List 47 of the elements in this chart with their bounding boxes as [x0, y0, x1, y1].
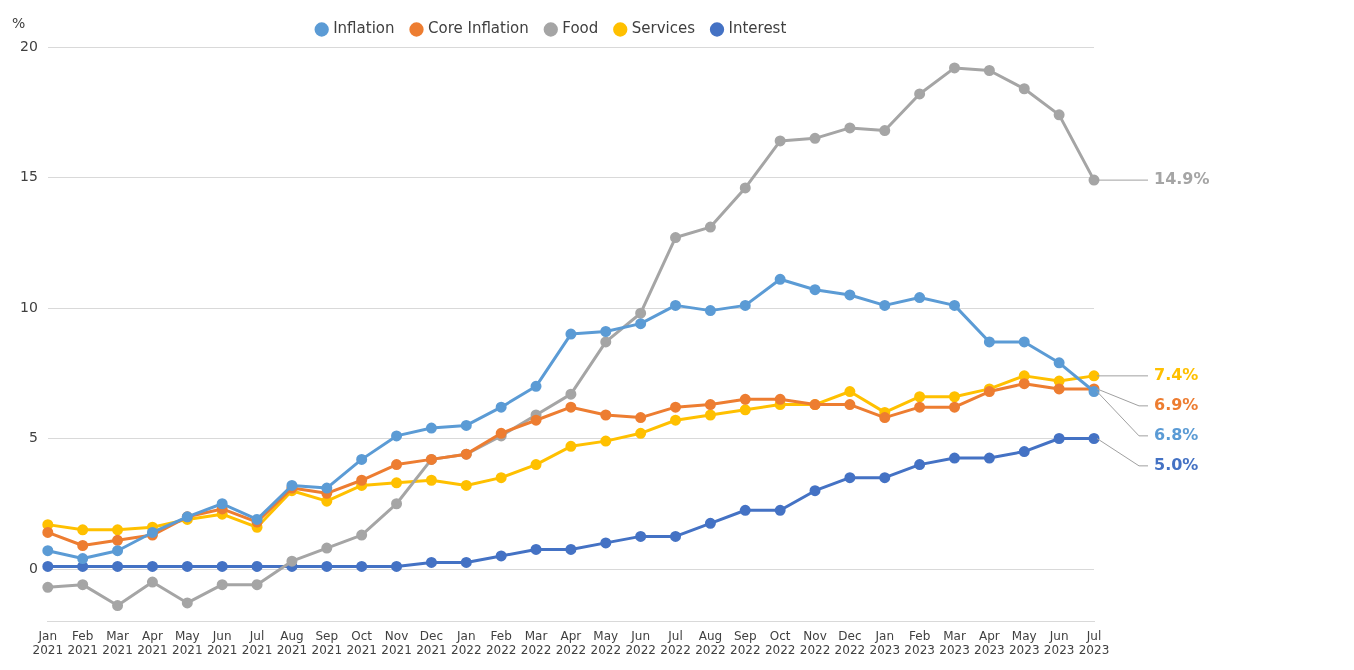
legend-label: Core Inflation	[428, 19, 529, 38]
y-tick-label: 15	[19, 168, 38, 185]
x-tick-label: Dec 2021	[416, 628, 447, 657]
data-label: 6.9%	[1154, 395, 1199, 415]
y-tick-label: 20	[19, 37, 38, 54]
x-tick-label: Jul 2023	[1078, 628, 1110, 657]
legend-label: Inflation	[333, 19, 395, 38]
data-label: 7.4%	[1154, 365, 1199, 385]
x-tick-label: Oct 2021	[346, 628, 377, 657]
legend-label: Services	[631, 19, 696, 38]
data-label: 5.0%	[1154, 455, 1199, 475]
legend-label: Interest	[728, 19, 787, 38]
x-tick-label: Mar 2021	[102, 628, 133, 657]
x-tick-label: Jun 2022	[625, 628, 656, 657]
y-tick-label: 10	[19, 298, 38, 315]
x-tick-label: Jun 2021	[206, 628, 238, 657]
x-tick-label: Mar 2022	[520, 628, 552, 657]
y-axis-title: %	[12, 14, 26, 31]
x-tick-label: Jan 2021	[32, 628, 64, 657]
x-tick-label: Mar 2023	[939, 628, 970, 657]
x-tick-label: May 2021	[172, 628, 203, 657]
x-tick-label: Jan 2023	[869, 628, 901, 657]
x-tick-label: Feb 2021	[67, 628, 98, 657]
x-tick-label: Feb 2022	[485, 628, 517, 657]
x-tick-label: Nov 2021	[381, 628, 412, 657]
data-label: 6.8%	[1154, 425, 1199, 445]
legend-label: Food	[562, 19, 599, 38]
x-tick-label: Apr 2022	[555, 628, 587, 657]
x-tick-label: Dec 2022	[834, 628, 866, 657]
data-label: 14.9%	[1154, 169, 1210, 189]
x-tick-label: Nov 2022	[799, 628, 831, 657]
x-tick-label: May 2023	[1008, 628, 1040, 657]
x-tick-label: Jul 2022	[660, 628, 691, 657]
x-tick-label: May 2022	[590, 628, 622, 657]
x-tick-label: Aug 2022	[695, 628, 726, 657]
y-tick-label: 5	[28, 429, 38, 446]
x-tick-label: Apr 2023	[974, 628, 1005, 657]
x-tick-label: Aug 2021	[276, 628, 308, 657]
x-tick-label: Sep 2022	[730, 628, 761, 657]
x-tick-label: Sep 2021	[311, 628, 343, 657]
x-tick-label: Jun 2023	[1043, 628, 1075, 657]
x-tick-label: Feb 2023	[904, 628, 935, 657]
x-tick-label: Apr 2021	[137, 628, 168, 657]
y-tick-label: 0	[28, 559, 38, 576]
x-tick-label: Oct 2022	[764, 628, 796, 657]
x-tick-label: Jan 2022	[451, 628, 482, 657]
x-tick-label: Jul 2021	[241, 628, 273, 657]
